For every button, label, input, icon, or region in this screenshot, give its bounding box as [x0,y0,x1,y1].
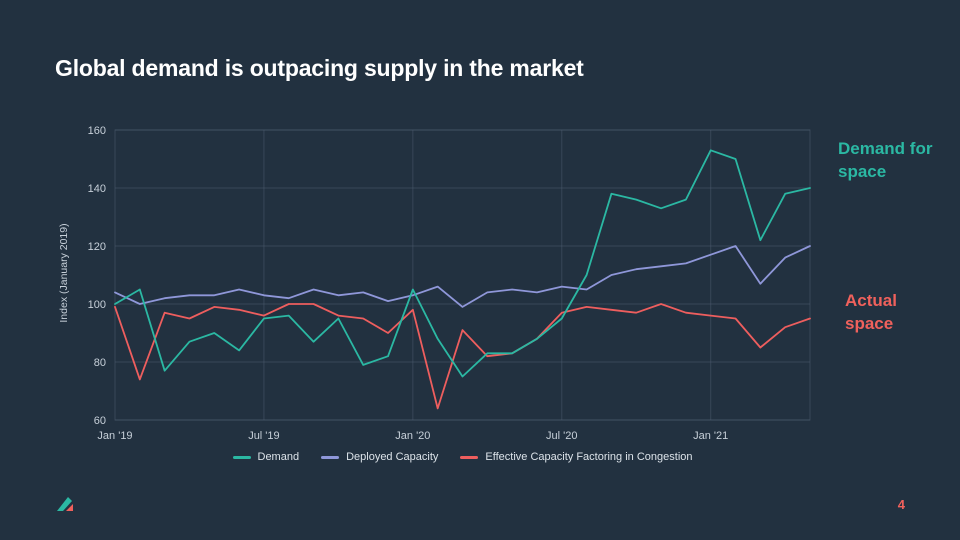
svg-text:120: 120 [88,241,106,253]
svg-text:Jul '19: Jul '19 [248,430,279,442]
annotation-actual-space: Actual space [845,291,897,333]
brand-logo-icon [57,497,73,511]
legend-marker-effective-capacity-icon [460,455,479,459]
page-title: Global demand is outpacing supply in the… [55,55,584,81]
legend-label: Demand [257,451,300,463]
legend-item-deployed-capacity: Deployed Capacity [321,451,438,463]
svg-text:60: 60 [94,415,106,427]
annotation-demand-for-space: Demand for space [838,139,933,181]
svg-text:140: 140 [88,183,106,195]
svg-text:100: 100 [88,299,106,311]
legend-item-demand: Demand [232,451,300,463]
legend-label: Deployed Capacity [346,451,439,463]
svg-text:Jan '20: Jan '20 [395,430,430,442]
line-chart: 60 80 100 120 140 160 Jan '19 Jul '19 Jan '20 Jul… [88,125,811,442]
legend-label: Effective Capacity Factoring in Congesti… [485,451,693,463]
legend-marker-demand-icon [232,455,251,459]
legend-marker-deployed-capacity-icon [321,455,340,459]
page-number: 4 [897,497,905,512]
chart-legend: Demand Deployed Capacity Effective Capac… [115,451,810,463]
svg-text:Jan '19: Jan '19 [97,430,132,442]
svg-text:Jul '20: Jul '20 [546,430,577,442]
svg-text:160: 160 [88,125,106,137]
svg-text:Jan '21: Jan '21 [693,430,728,442]
legend-item-effective-capacity: Effective Capacity Factoring in Congesti… [460,451,693,463]
svg-text:80: 80 [94,357,106,369]
